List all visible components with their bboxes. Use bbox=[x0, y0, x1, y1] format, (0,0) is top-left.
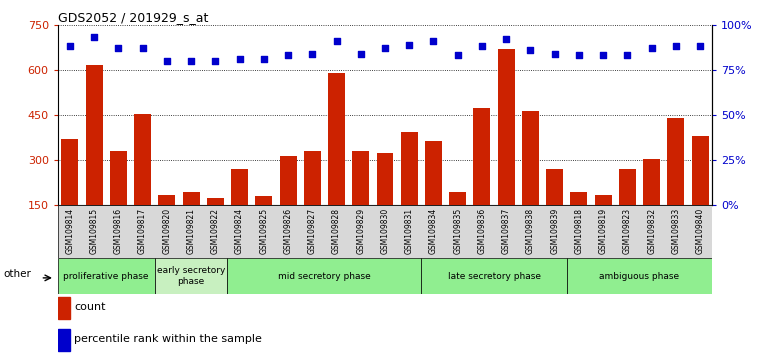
Bar bbox=[207, 198, 224, 251]
Bar bbox=[497, 49, 514, 251]
Text: GSM109831: GSM109831 bbox=[405, 208, 413, 254]
Bar bbox=[62, 139, 79, 251]
Bar bbox=[159, 195, 176, 251]
Bar bbox=[421, 258, 567, 294]
Bar bbox=[691, 136, 708, 251]
Point bbox=[88, 35, 100, 40]
Text: GSM109824: GSM109824 bbox=[235, 208, 244, 254]
Bar bbox=[571, 192, 588, 251]
Bar bbox=[619, 169, 636, 251]
Bar bbox=[304, 151, 321, 251]
Bar bbox=[594, 195, 611, 251]
Bar bbox=[328, 73, 345, 251]
Bar bbox=[227, 258, 421, 294]
Bar bbox=[546, 169, 563, 251]
Point bbox=[282, 53, 294, 58]
Point bbox=[379, 45, 391, 51]
Bar bbox=[353, 151, 370, 251]
Bar bbox=[231, 169, 248, 251]
Text: GSM109833: GSM109833 bbox=[671, 208, 681, 254]
Text: GSM109826: GSM109826 bbox=[283, 208, 293, 254]
Point bbox=[645, 45, 658, 51]
Bar bbox=[110, 151, 127, 251]
Point bbox=[500, 36, 512, 42]
Point bbox=[136, 45, 149, 51]
Text: late secretory phase: late secretory phase bbox=[447, 272, 541, 281]
Text: GSM109839: GSM109839 bbox=[551, 208, 559, 254]
Text: GSM109832: GSM109832 bbox=[647, 208, 656, 254]
Bar bbox=[182, 192, 199, 251]
Bar bbox=[85, 65, 102, 251]
Bar bbox=[256, 196, 273, 251]
Bar bbox=[567, 258, 712, 294]
Point bbox=[112, 45, 125, 51]
Text: GSM109821: GSM109821 bbox=[186, 208, 196, 254]
Bar bbox=[58, 258, 155, 294]
Point bbox=[427, 38, 440, 44]
Text: count: count bbox=[74, 302, 105, 313]
Bar bbox=[377, 153, 393, 251]
Bar bbox=[449, 192, 466, 251]
Bar bbox=[280, 156, 296, 251]
Point bbox=[330, 38, 343, 44]
Bar bbox=[134, 114, 151, 251]
Point bbox=[451, 53, 464, 58]
Text: GSM109818: GSM109818 bbox=[574, 208, 584, 254]
Bar bbox=[643, 159, 660, 251]
Text: GSM109835: GSM109835 bbox=[454, 208, 462, 254]
Text: GSM109823: GSM109823 bbox=[623, 208, 632, 254]
Text: GSM109838: GSM109838 bbox=[526, 208, 535, 254]
Bar bbox=[58, 329, 69, 351]
Text: percentile rank within the sample: percentile rank within the sample bbox=[74, 334, 262, 344]
Point bbox=[258, 56, 270, 62]
Point bbox=[670, 44, 682, 49]
Bar bbox=[474, 108, 490, 251]
Text: GSM109815: GSM109815 bbox=[89, 208, 99, 254]
Point bbox=[161, 58, 173, 64]
Bar bbox=[155, 258, 227, 294]
Text: GSM109819: GSM109819 bbox=[598, 208, 608, 254]
Text: GSM109840: GSM109840 bbox=[695, 208, 705, 254]
Text: GDS2052 / 201929_s_at: GDS2052 / 201929_s_at bbox=[58, 11, 208, 24]
Point bbox=[548, 51, 561, 57]
Point bbox=[524, 47, 537, 53]
Text: GSM109817: GSM109817 bbox=[138, 208, 147, 254]
Text: proliferative phase: proliferative phase bbox=[63, 272, 149, 281]
Point bbox=[476, 44, 488, 49]
Point bbox=[64, 44, 76, 49]
Text: ambiguous phase: ambiguous phase bbox=[600, 272, 680, 281]
Point bbox=[233, 56, 246, 62]
Text: GSM109816: GSM109816 bbox=[114, 208, 123, 254]
Point bbox=[306, 51, 319, 57]
Text: GSM109820: GSM109820 bbox=[162, 208, 172, 254]
Point bbox=[573, 53, 585, 58]
Text: GSM109827: GSM109827 bbox=[308, 208, 316, 254]
Point bbox=[355, 51, 367, 57]
Bar bbox=[400, 132, 417, 251]
Text: GSM109834: GSM109834 bbox=[429, 208, 438, 254]
Text: GSM109828: GSM109828 bbox=[332, 208, 341, 254]
Bar bbox=[522, 110, 539, 251]
Point bbox=[185, 58, 197, 64]
Point bbox=[403, 42, 415, 47]
Point bbox=[597, 53, 609, 58]
Bar bbox=[58, 297, 69, 319]
Point bbox=[621, 53, 634, 58]
Text: GSM109837: GSM109837 bbox=[502, 208, 511, 254]
Text: GSM109836: GSM109836 bbox=[477, 208, 487, 254]
Text: GSM109822: GSM109822 bbox=[211, 208, 219, 254]
Point bbox=[694, 44, 706, 49]
Point bbox=[209, 58, 222, 64]
Text: early secretory
phase: early secretory phase bbox=[157, 267, 226, 286]
Bar bbox=[425, 141, 442, 251]
Text: GSM109825: GSM109825 bbox=[259, 208, 268, 254]
Text: other: other bbox=[3, 269, 31, 279]
Text: mid secretory phase: mid secretory phase bbox=[278, 272, 371, 281]
Text: GSM109830: GSM109830 bbox=[380, 208, 390, 254]
Text: GSM109814: GSM109814 bbox=[65, 208, 75, 254]
Text: GSM109829: GSM109829 bbox=[357, 208, 365, 254]
Bar bbox=[668, 118, 685, 251]
